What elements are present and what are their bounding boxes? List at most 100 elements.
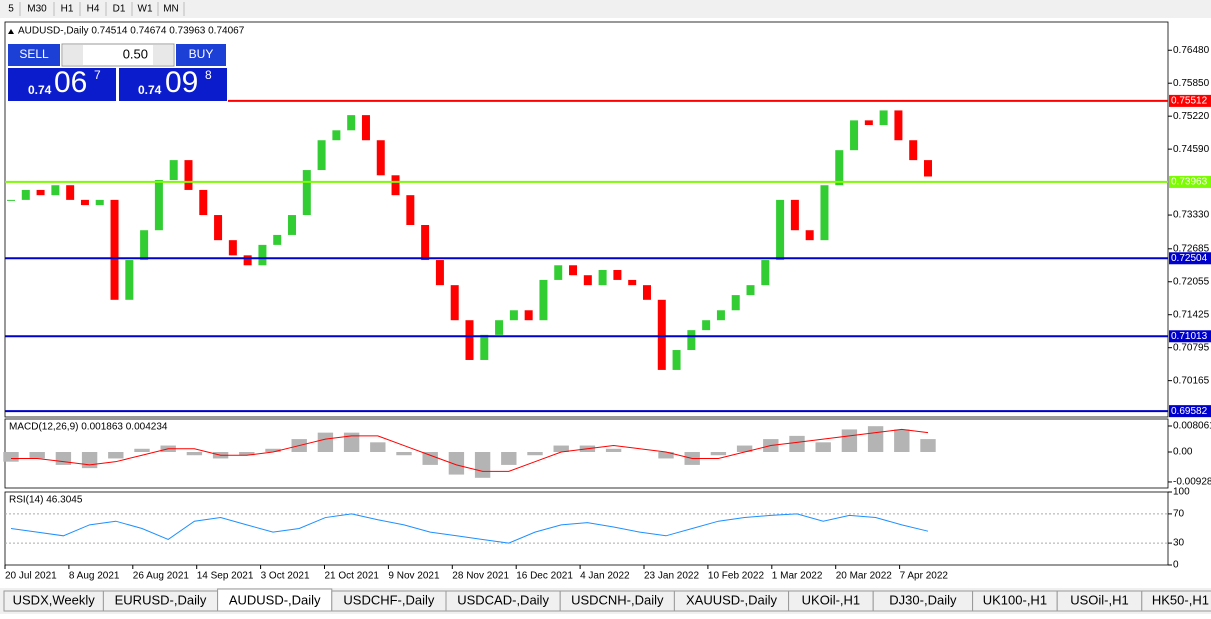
y-tick-label: 0.70165 xyxy=(1173,375,1210,386)
y-tick-label: 100 xyxy=(1173,487,1190,498)
buy-button[interactable] xyxy=(176,44,226,66)
y-tick-label: 0.74590 xyxy=(1173,144,1210,155)
chart-tab-label[interactable]: HK50-,H1 xyxy=(1152,592,1209,607)
candle xyxy=(36,189,45,196)
macd-bar xyxy=(343,432,360,452)
macd-bar xyxy=(29,452,45,459)
chart-tab-label[interactable]: DJ30-,Daily xyxy=(889,592,957,607)
timeframe-button[interactable]: M30 xyxy=(27,4,47,15)
candle xyxy=(642,285,651,300)
y-tick-label: 70 xyxy=(1173,509,1185,520)
chart-tab-label[interactable]: UKOil-,H1 xyxy=(802,592,861,607)
chart-tab-label[interactable]: EURUSD-,Daily xyxy=(115,592,207,607)
candle xyxy=(879,110,888,126)
chart-tab-label[interactable]: AUDUSD-,Daily xyxy=(229,592,321,607)
candle xyxy=(273,234,282,245)
chart-tab-label[interactable]: USDCNH-,Daily xyxy=(571,592,664,607)
candle xyxy=(628,279,637,286)
candle xyxy=(361,115,370,141)
lot-input[interactable] xyxy=(61,43,175,67)
candle xyxy=(569,265,578,276)
macd-signal xyxy=(11,428,929,472)
timeframe-button[interactable]: H4 xyxy=(87,4,100,15)
timeframe-button[interactable]: D1 xyxy=(113,4,126,15)
candle xyxy=(228,240,237,256)
lot-value: 0.50 xyxy=(123,46,148,61)
collapse-icon[interactable] xyxy=(8,29,14,34)
candle xyxy=(672,350,681,370)
y-tick-label: 30 xyxy=(1173,538,1185,549)
candle xyxy=(435,260,444,286)
x-tick-label: 9 Nov 2021 xyxy=(388,571,440,582)
candle xyxy=(702,320,711,331)
macd-bar xyxy=(3,452,19,462)
macd-bar xyxy=(370,442,386,452)
candle xyxy=(332,130,341,141)
chart-tab-label[interactable]: USOil-,H1 xyxy=(1070,592,1129,607)
x-tick-label: 26 Aug 2021 xyxy=(133,571,190,582)
buy-prefix: 0.74 xyxy=(138,83,162,97)
lot-up[interactable] xyxy=(153,45,173,65)
candle xyxy=(524,310,533,321)
candle xyxy=(539,279,548,321)
sell-big: 06 xyxy=(54,66,87,99)
buy-label[interactable]: BUY xyxy=(189,47,214,61)
lot-down[interactable] xyxy=(63,45,83,65)
chart-tab-label[interactable]: USDCHF-,Daily xyxy=(343,592,435,607)
candle xyxy=(110,199,119,300)
candle xyxy=(80,199,89,206)
timeframe-button[interactable]: H1 xyxy=(61,4,74,15)
timeframe-button[interactable]: W1 xyxy=(138,4,153,15)
y-tick-label: 0.75220 xyxy=(1173,111,1210,122)
macd-bar xyxy=(894,429,910,452)
candle xyxy=(288,215,297,235)
x-tick-label: 28 Nov 2021 xyxy=(452,571,509,582)
candle xyxy=(835,150,844,186)
y-tick-label: 0 xyxy=(1173,560,1179,571)
candle xyxy=(317,140,326,171)
macd-bar xyxy=(736,445,753,452)
chart-tab-label[interactable]: UK100-,H1 xyxy=(983,592,1047,607)
macd-bar xyxy=(448,452,465,475)
candle xyxy=(805,230,814,241)
candle xyxy=(302,170,311,216)
level-label: 0.69582 xyxy=(1171,406,1208,417)
y-tick-label: -0.009286 xyxy=(1173,477,1211,488)
level-label: 0.73963 xyxy=(1171,177,1208,188)
candle xyxy=(909,140,918,161)
macd-bar xyxy=(396,452,412,456)
buy-price-box[interactable] xyxy=(119,68,227,101)
chart-tab-label[interactable]: XAUUSD-,Daily xyxy=(686,592,778,607)
y-tick-label: 0.72055 xyxy=(1173,276,1210,287)
sell-button[interactable] xyxy=(8,44,60,66)
timeframe-button[interactable]: 5 xyxy=(8,4,14,15)
chart-tab[interactable] xyxy=(1141,590,1211,612)
macd-bar xyxy=(81,452,98,469)
candle xyxy=(894,110,903,141)
sell-price-box[interactable] xyxy=(8,68,116,101)
x-tick-label: 16 Dec 2021 xyxy=(516,571,573,582)
level-tag xyxy=(1169,405,1211,418)
macd-bar xyxy=(186,452,203,456)
macd-bar xyxy=(474,452,491,478)
macd-bar xyxy=(553,445,569,452)
candle xyxy=(583,275,592,286)
candle xyxy=(140,230,149,261)
macd-bar xyxy=(265,448,281,452)
macd-bar xyxy=(317,432,334,452)
panel-title: RSI(14) 46.3045 xyxy=(9,495,83,506)
sell-label[interactable]: SELL xyxy=(19,47,49,61)
candle xyxy=(820,185,829,241)
x-tick-label: 1 Mar 2022 xyxy=(772,571,823,582)
macd-bar xyxy=(134,448,150,452)
buy-big: 09 xyxy=(165,66,198,99)
chart-tab-label[interactable]: USDX,Weekly xyxy=(13,592,96,607)
candle xyxy=(598,269,607,286)
macd-bar xyxy=(55,452,72,465)
chart-tab-label[interactable]: USDCAD-,Daily xyxy=(457,592,549,607)
candle xyxy=(465,320,474,360)
timeframe-button[interactable]: MN xyxy=(163,4,179,15)
candle xyxy=(657,299,666,370)
level-tag xyxy=(1169,252,1211,265)
panel-frame xyxy=(4,491,1169,566)
